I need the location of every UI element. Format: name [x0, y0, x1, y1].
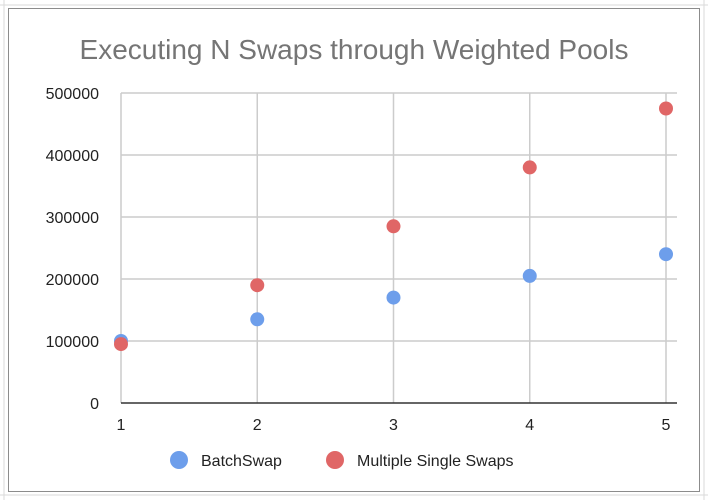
legend-marker — [326, 451, 344, 469]
y-tick-label: 500000 — [46, 86, 99, 103]
data-point-batchswap — [386, 290, 401, 305]
x-tick-label: 4 — [525, 417, 534, 434]
legend: BatchSwap Multiple Single Swaps — [170, 451, 514, 470]
data-point-multiple-single-swaps — [114, 337, 128, 352]
x-tick-label: 5 — [662, 417, 671, 434]
data-point-batchswap — [659, 247, 673, 262]
x-tick-label: 2 — [253, 417, 262, 434]
data-point-multiple-single-swaps — [250, 278, 265, 293]
data-point-batchswap — [522, 268, 537, 283]
x-tick-label: 1 — [117, 417, 126, 434]
data-point-multiple-single-swaps — [522, 160, 537, 175]
legend-marker — [170, 451, 188, 469]
legend-label: BatchSwap — [201, 453, 282, 470]
data-point-multiple-single-swaps — [659, 101, 673, 116]
scatter-chart: Executing N Swaps through Weighted Pools… — [46, 34, 677, 470]
chart-title: Executing N Swaps through Weighted Pools — [80, 34, 629, 65]
y-tick-label: 200000 — [46, 272, 99, 289]
y-tick-label: 100000 — [46, 334, 99, 351]
data-points — [114, 101, 673, 352]
x-tick-label: 3 — [389, 417, 398, 434]
y-tick-label: 0 — [90, 396, 99, 413]
gridlines — [120, 92, 677, 403]
tick-labels: 0 100000 200000 300000 400000 500000 1 2 3 4 5 — [46, 86, 671, 434]
legend-label: Multiple Single Swaps — [357, 453, 514, 470]
y-tick-label: 400000 — [46, 148, 99, 165]
data-point-batchswap — [250, 312, 265, 327]
y-tick-label: 300000 — [46, 210, 99, 227]
data-point-multiple-single-swaps — [386, 219, 401, 234]
chart-frame[interactable]: Executing N Swaps through Weighted Pools… — [8, 8, 700, 492]
